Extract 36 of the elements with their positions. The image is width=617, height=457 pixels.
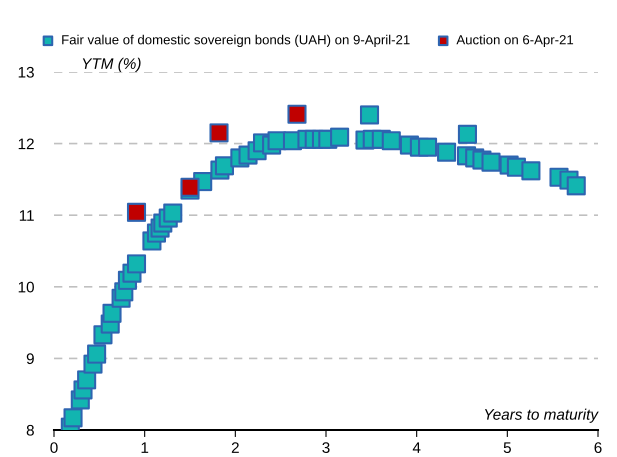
point bbox=[126, 254, 146, 274]
x-tick-label: 4 bbox=[412, 442, 420, 453]
point bbox=[180, 178, 200, 197]
y-tick-label: 9 bbox=[26, 353, 34, 364]
x-axis-title: Years to maturity bbox=[484, 408, 599, 423]
legend-label: Fair value of domestic sovereign bonds (UAH) on 9-April-21 bbox=[62, 34, 410, 48]
x-tick-label: 3 bbox=[322, 442, 330, 454]
point bbox=[566, 176, 586, 196]
point bbox=[382, 131, 401, 150]
x-tick-label: 0 bbox=[50, 442, 58, 454]
x-tick-label: 6 bbox=[594, 442, 602, 454]
y-tick-label: 10 bbox=[18, 282, 34, 292]
point bbox=[418, 138, 438, 157]
point bbox=[360, 105, 380, 125]
x-tick-label: 5 bbox=[504, 442, 511, 454]
point bbox=[481, 152, 501, 172]
point bbox=[126, 202, 146, 222]
point bbox=[77, 370, 96, 390]
point bbox=[214, 156, 234, 176]
y-axis-title: YTM (%) bbox=[82, 58, 141, 72]
point bbox=[87, 344, 106, 364]
point bbox=[287, 104, 307, 124]
x-tick-label: 1 bbox=[142, 442, 148, 453]
point bbox=[63, 408, 83, 428]
legend-label: Auction on 6-Apr-21 bbox=[456, 34, 574, 48]
point bbox=[163, 204, 182, 223]
point bbox=[209, 123, 229, 142]
point bbox=[330, 128, 350, 147]
y-tick-label: 8 bbox=[26, 424, 34, 436]
y-tick-label: 11 bbox=[20, 210, 34, 221]
point bbox=[458, 124, 477, 144]
point bbox=[521, 161, 540, 180]
y-tick-label: 13 bbox=[18, 66, 34, 78]
y-tick-label: 12 bbox=[18, 138, 34, 150]
x-tick-label: 2 bbox=[232, 442, 239, 453]
point bbox=[437, 142, 456, 162]
